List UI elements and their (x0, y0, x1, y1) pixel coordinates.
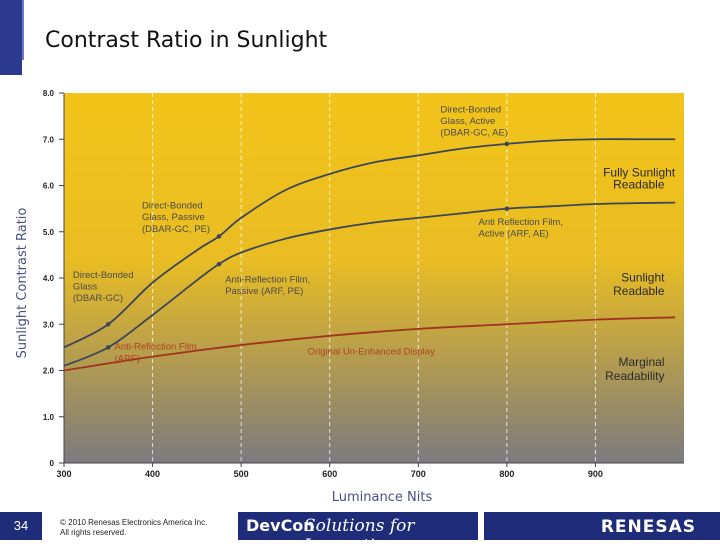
series-line-1 (63, 138, 676, 349)
annotation-dbar-gc-3: (DBAR-GC) (73, 293, 123, 304)
annotation-arf-1: Anti-Reflection Film (114, 342, 196, 353)
x-tick-label: 900 (588, 469, 603, 479)
renesas-logo: RENESAS (600, 517, 696, 537)
y-tick-label: 5.0 (43, 228, 55, 237)
y-tick-label: 3.0 (43, 320, 55, 329)
x-tick-label: 700 (411, 469, 426, 479)
plot-panel (64, 93, 684, 463)
annotation-original: Original Un-Enhanced Display (308, 346, 436, 357)
annotation-dbar-active-1: Direct-Bonded (440, 104, 501, 115)
x-tick-label: 300 (56, 469, 71, 479)
y-tick-label: 0 (50, 459, 55, 468)
x-tick-label: 500 (234, 469, 249, 479)
y-axis-label: Sunlight Contrast Ratio (15, 208, 30, 359)
data-point-marker (504, 206, 510, 211)
slide-title: Contrast Ratio in Sunlight (45, 28, 328, 53)
y-tick-label: 8.0 (43, 89, 55, 98)
annotation-dbar-active-3: (DBAR-GC, AE) (440, 128, 508, 139)
x-tick-label: 800 (499, 469, 514, 479)
annotation-marginal-2: Readability (605, 369, 664, 383)
y-tick-label: 1.0 (43, 413, 55, 422)
annotation-arf-active-1: Anti Reflection Film, (479, 217, 563, 228)
annotation-dbar-passive-2: Glass, Passive (142, 212, 205, 223)
footer-separator (480, 512, 484, 540)
annotation-dbar-gc-1: Direct-Bonded (73, 270, 134, 281)
annotation-sunlight-readable-2: Readable (613, 284, 665, 298)
annotation-sunlight-readable-1: Sunlight (621, 271, 665, 285)
data-point-marker (216, 234, 222, 239)
annotation-fully-sunlight-1: Fully Sunlight (603, 165, 676, 179)
page-number: 34 (0, 512, 42, 540)
y-tick-label: 2.0 (43, 367, 55, 376)
annotation-arf-active-2: Active (ARF, AE) (479, 228, 549, 239)
annotation-arf-passive-1: Anti-Reflection Film, (225, 275, 310, 286)
marker-layer (105, 141, 510, 350)
copyright-notice: © 2010 Renesas Electronics America Inc. … (60, 518, 240, 538)
contrast-ratio-chart: 300 400 500 600 700 800 900 0 1.0 2.0 3.0 4.0 5.0 6.0… (15, 89, 684, 505)
x-tick-label: 600 (322, 469, 337, 479)
y-tick-label: 4.0 (43, 274, 55, 283)
series-line-3 (63, 316, 676, 372)
data-point-marker (504, 141, 510, 147)
annotation-fully-sunlight-2: Readable (613, 178, 665, 192)
devcon-logo: DevCon (246, 516, 315, 535)
left-accent-stripe (22, 0, 24, 60)
annotation-dbar-active-2: Glass, Active (440, 116, 495, 127)
copyright-line-2: All rights reserved. (60, 528, 127, 537)
x-axis-label: Luminance Nits (332, 490, 433, 505)
y-tick-label: 7.0 (43, 135, 55, 144)
y-tick-label: 6.0 (43, 182, 55, 191)
data-point-marker (105, 345, 111, 350)
copyright-line-1: © 2010 Renesas Electronics America Inc. (60, 518, 208, 527)
left-accent-bar (0, 0, 22, 75)
annotation-dbar-gc-2: Glass (73, 282, 98, 293)
annotation-arf-2: (ARF) (114, 353, 139, 364)
tagline: Solutions for Innovation (304, 516, 415, 556)
annotation-arf-passive-2: Passive (ARF, PE) (225, 286, 303, 297)
series-layer (63, 138, 676, 372)
annotation-dbar-passive-3: (DBAR-GC, PE) (142, 224, 210, 235)
company-banner: RENESAS (484, 512, 720, 540)
series-line-2 (63, 201, 676, 367)
axis-layer: 300 400 500 600 700 800 900 0 1.0 2.0 3.0 4.0 5.0 6.0… (43, 89, 684, 479)
annotation-marginal-1: Marginal (618, 355, 664, 369)
annotation-dbar-passive-1: Direct-Bonded (142, 201, 203, 212)
data-point-marker (216, 261, 222, 267)
slide-footer: 34 © 2010 Renesas Electronics America In… (0, 512, 720, 556)
x-tick-label: 400 (145, 469, 160, 479)
devcon-banner: DevCon Solutions for Innovation (238, 512, 478, 556)
data-point-marker (105, 321, 111, 327)
